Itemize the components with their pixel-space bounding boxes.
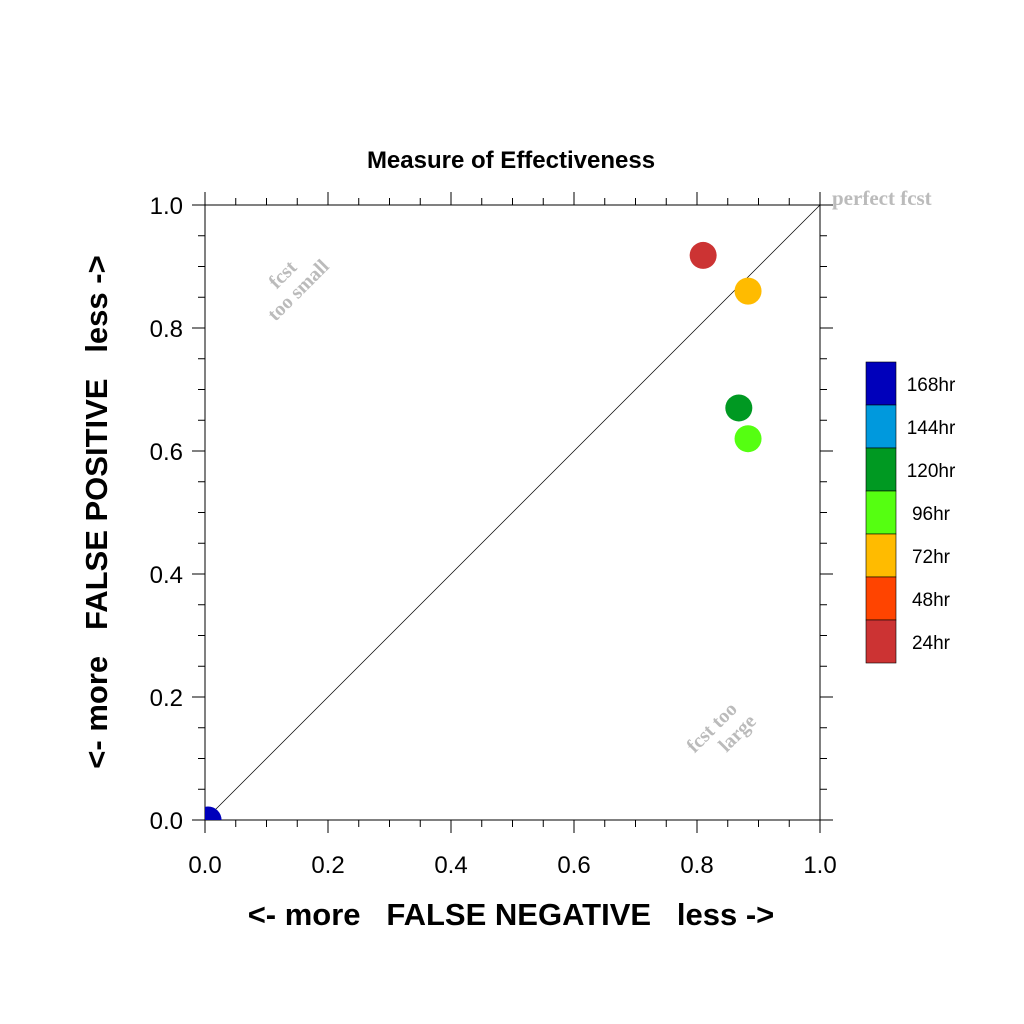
legend-swatch-144hr <box>865 404 897 449</box>
x-tick-label: 0.2 <box>311 852 344 879</box>
legend-label: 168hr <box>907 375 956 396</box>
legend-swatch-24hr <box>865 619 897 664</box>
legend-label: 72hr <box>912 547 951 568</box>
x-tick-label: 0.8 <box>680 852 713 879</box>
perfect-forecast-line <box>204 204 821 821</box>
legend-label: 24hr <box>912 633 951 654</box>
legend-swatch-48hr <box>865 576 897 621</box>
y-axis-label: <- more FALSE POSITIVE less -> <box>79 255 114 768</box>
point-96hr <box>734 425 762 453</box>
fcst-too-large-annotation: fcst toolarge <box>683 695 761 773</box>
legend-swatch-168hr <box>865 361 897 406</box>
y-tick-label: 1.0 <box>150 193 183 220</box>
x-tick-label: 0.4 <box>434 852 467 879</box>
y-tick-label: 0.4 <box>150 562 183 589</box>
point-72hr <box>734 277 762 305</box>
legend-label: 48hr <box>912 590 951 611</box>
fcst-too-small-annotation: fcsttoo small <box>248 240 334 326</box>
y-tick-label: 0.0 <box>150 808 183 835</box>
data-points <box>205 241 762 820</box>
legend-swatch-96hr <box>865 490 897 535</box>
legend-label: 120hr <box>907 461 956 482</box>
y-tick-label: 0.6 <box>150 439 183 466</box>
legend-swatch-72hr <box>865 533 897 578</box>
x-tick-label: 1.0 <box>803 852 836 879</box>
legend-label: 144hr <box>907 418 956 439</box>
x-tick-label: 0.6 <box>557 852 590 879</box>
y-tick-label: 0.8 <box>150 316 183 343</box>
x-axis-label: <- more FALSE NEGATIVE less -> <box>248 897 775 932</box>
annotation-line: too small <box>263 255 333 325</box>
y-tick-label: 0.2 <box>150 685 183 712</box>
legend-label: 96hr <box>912 504 951 525</box>
x-tick-label: 0.0 <box>188 852 221 879</box>
perfect-forecast-label: perfect fcst <box>832 186 932 210</box>
point-168hr <box>205 806 222 820</box>
point-120hr <box>725 394 753 422</box>
chart-title: Measure of Effectiveness <box>367 147 655 174</box>
legend-swatch-120hr <box>865 447 897 492</box>
point-24hr <box>689 241 717 269</box>
